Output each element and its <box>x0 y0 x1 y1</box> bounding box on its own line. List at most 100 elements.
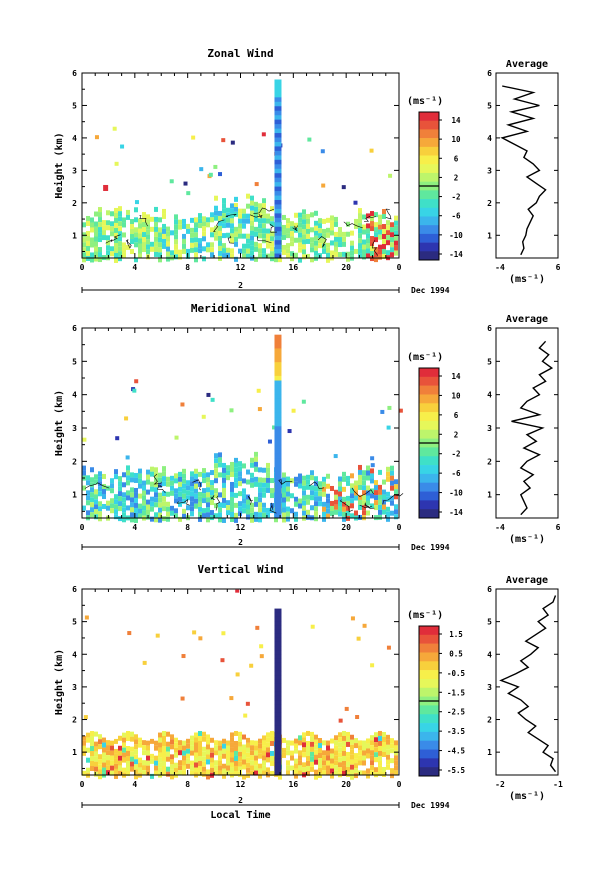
heatmap-cell <box>238 506 242 512</box>
heatmap-cell <box>162 770 166 776</box>
heatmap-cell <box>230 471 234 477</box>
y-tick-label: 3 <box>72 683 77 692</box>
heatmap-cell <box>286 750 290 756</box>
heatmap-cell <box>286 253 290 259</box>
heatmap-cell <box>274 226 282 232</box>
date-label: Dec 1994 <box>411 543 450 552</box>
heatmap-cell <box>162 755 166 761</box>
colorbar-swatch <box>419 242 439 252</box>
heatmap-cell <box>390 475 394 481</box>
heatmap-cell <box>118 491 122 497</box>
heatmap-cell <box>122 472 126 478</box>
heatmap-cell <box>194 757 198 763</box>
heatmap-cell <box>210 470 214 476</box>
heatmap-cell <box>138 737 142 743</box>
heatmap-cell <box>238 761 242 767</box>
heatmap-cell <box>154 740 158 746</box>
heatmap-cell <box>306 755 310 761</box>
heatmap-cell <box>274 745 282 751</box>
heatmap-cell <box>274 675 282 680</box>
heatmap-cell <box>358 484 362 490</box>
heatmap-cell <box>258 253 262 259</box>
heatmap-cell <box>330 250 334 256</box>
heatmap-cell <box>370 246 374 252</box>
heatmap-cell <box>286 765 290 771</box>
heatmap-cell <box>110 211 114 217</box>
heatmap-cell <box>274 453 282 459</box>
heatmap-cell <box>330 230 334 236</box>
heatmap-cell <box>118 755 122 761</box>
heatmap-cell <box>130 224 134 230</box>
heatmap-cell <box>134 232 138 238</box>
heatmap-cell <box>370 251 374 257</box>
heatmap-cell <box>370 740 374 746</box>
heatmap-cell <box>190 476 194 482</box>
heatmap-cell <box>182 478 186 484</box>
heatmap-cell <box>255 625 260 630</box>
heatmap-cell <box>326 740 330 746</box>
heatmap-cell <box>366 753 370 759</box>
heatmap-cell <box>146 479 150 485</box>
heatmap-cell <box>334 216 338 222</box>
heatmap-cell <box>206 482 210 488</box>
heatmap-cell <box>346 221 350 227</box>
heatmap-cell <box>190 242 194 248</box>
heatmap-cell <box>234 770 238 776</box>
colorbar-swatch <box>419 723 439 733</box>
heatmap-cell <box>118 501 122 507</box>
heatmap-cell <box>182 770 186 776</box>
heatmap-cell <box>318 243 322 249</box>
heatmap-cell <box>194 227 198 233</box>
heatmap-cell <box>122 757 126 763</box>
heatmap-cell <box>306 228 310 234</box>
heatmap-cells <box>82 589 398 780</box>
heatmap-cell <box>306 484 310 490</box>
heatmap-cell <box>341 185 346 190</box>
heatmap-cell <box>194 762 198 768</box>
heatmap-cell <box>118 211 122 217</box>
heatmap-cell <box>326 760 330 766</box>
heatmap-cell <box>362 740 366 746</box>
heatmap-cell <box>257 407 262 412</box>
heatmap-cell <box>274 141 282 147</box>
heatmap-cell <box>106 745 110 751</box>
heatmap-cell <box>286 491 290 497</box>
heatmap-cell <box>246 509 250 515</box>
heatmap-cell <box>130 492 134 498</box>
heatmap-cell <box>166 226 170 232</box>
heatmap-cell <box>90 242 94 248</box>
heatmap-cell <box>208 172 213 177</box>
heatmap-cell <box>262 208 266 214</box>
heatmap-cell <box>170 754 174 760</box>
x-tick-label: 8 <box>185 780 190 789</box>
heatmap-cell <box>370 463 375 468</box>
colorbar-swatch <box>419 740 439 750</box>
heatmap-cell <box>378 765 382 771</box>
heatmap-cell <box>90 482 94 488</box>
heatmap-cell <box>150 241 154 247</box>
heatmap-cell <box>242 208 246 214</box>
heatmap-cell <box>182 233 186 239</box>
heatmap-cell <box>394 509 398 515</box>
heatmap-cell <box>322 765 326 771</box>
heatmap-cell <box>242 744 246 750</box>
heatmap-cell <box>274 253 282 259</box>
heatmap-cell <box>242 508 246 514</box>
heatmap-cell <box>158 502 162 508</box>
heatmap-cell <box>126 756 130 762</box>
heatmap-cell <box>186 495 190 501</box>
x-tick-label: 4 <box>132 780 137 789</box>
heatmap-cell <box>274 517 278 523</box>
heatmap-cell <box>326 483 330 489</box>
heatmap-cell <box>150 758 154 764</box>
heatmap-cell <box>318 743 322 749</box>
heatmap-cell <box>334 750 338 756</box>
heatmap-cell <box>110 251 114 257</box>
heatmap-cell <box>274 380 282 386</box>
colorbar-label: -2 <box>451 193 460 202</box>
heatmap-cell <box>330 215 334 221</box>
heatmap-cell <box>382 224 386 230</box>
heatmap-cell <box>114 257 118 263</box>
heatmap-cell <box>358 253 362 259</box>
heatmap-cell <box>366 253 370 259</box>
